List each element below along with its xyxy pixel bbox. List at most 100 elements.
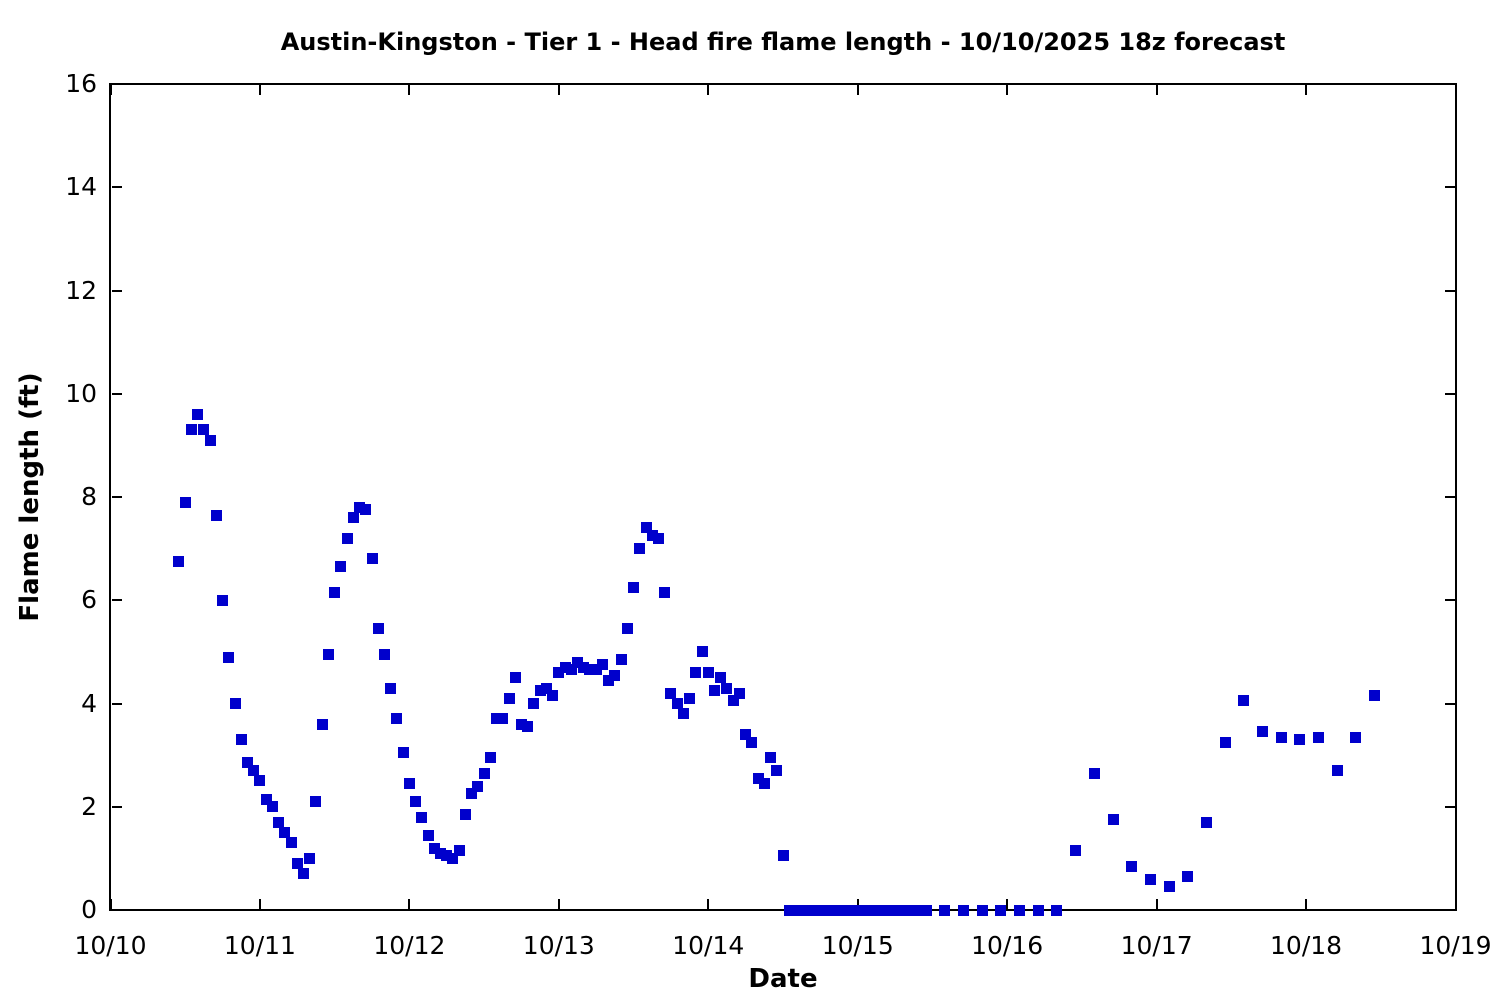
data-point — [1276, 732, 1287, 743]
data-point — [896, 905, 907, 916]
data-point — [784, 905, 795, 916]
data-point — [466, 788, 477, 799]
data-point — [572, 657, 583, 668]
x-tick-mark — [1006, 899, 1009, 909]
data-point — [628, 582, 639, 593]
data-point — [846, 905, 857, 916]
data-point — [778, 850, 789, 861]
y-tick-label: 6 — [81, 585, 97, 615]
y-tick-mark-right — [1444, 599, 1455, 602]
data-point — [1313, 732, 1324, 743]
plot-border-right — [1455, 83, 1457, 911]
y-tick-mark — [111, 83, 122, 85]
data-point — [1089, 768, 1100, 779]
data-point — [1257, 726, 1268, 737]
data-point — [641, 522, 652, 533]
y-tick-label: 0 — [81, 895, 97, 924]
data-point — [659, 587, 670, 598]
data-point — [958, 905, 969, 916]
data-point — [547, 690, 558, 701]
data-point — [771, 765, 782, 776]
data-point — [1182, 871, 1193, 882]
x-tick-mark — [1155, 899, 1158, 909]
data-point — [360, 504, 371, 515]
data-point — [447, 853, 458, 864]
data-point — [921, 905, 932, 916]
plot-border-left — [109, 83, 111, 911]
y-tick-mark-right — [1444, 496, 1455, 498]
data-point — [1164, 881, 1175, 892]
data-point — [995, 905, 1006, 916]
x-tick-mark-top — [707, 85, 710, 95]
data-point — [865, 905, 876, 916]
data-point — [541, 683, 552, 694]
data-point — [1145, 874, 1156, 885]
data-point — [753, 773, 764, 784]
data-point — [367, 553, 378, 564]
data-point — [286, 837, 297, 848]
data-point — [939, 905, 950, 916]
x-tick-label: 10/17 — [1120, 931, 1193, 960]
data-point — [173, 556, 184, 567]
data-point — [1070, 845, 1081, 856]
data-point — [616, 654, 627, 665]
data-point — [385, 683, 396, 694]
data-point — [721, 683, 732, 694]
data-point — [672, 698, 683, 709]
chart-title: Austin-Kingston - Tier 1 - Head fire fla… — [280, 28, 1286, 56]
data-point — [622, 623, 633, 634]
data-point — [609, 670, 620, 681]
data-point — [460, 809, 471, 820]
data-point — [497, 713, 508, 724]
x-tick-label: 10/18 — [1270, 931, 1343, 960]
data-point — [1350, 732, 1361, 743]
x-tick-mark-top — [408, 85, 411, 95]
y-tick-label: 16 — [65, 69, 97, 98]
data-point — [566, 664, 577, 675]
data-point — [267, 801, 278, 812]
data-point — [491, 713, 502, 724]
data-point — [653, 533, 664, 544]
data-point — [236, 734, 247, 745]
x-tick-mark — [1305, 899, 1308, 909]
x-tick-mark-top — [258, 85, 261, 95]
data-point — [734, 688, 745, 699]
data-point — [516, 719, 527, 730]
y-tick-mark — [111, 909, 122, 911]
data-point — [198, 424, 209, 435]
data-point — [435, 848, 446, 859]
data-point — [404, 778, 415, 789]
data-point — [180, 497, 191, 508]
data-point — [423, 830, 434, 841]
x-tick-mark — [1454, 899, 1457, 909]
x-tick-label: 10/13 — [522, 931, 595, 960]
data-point — [759, 778, 770, 789]
data-point — [877, 905, 888, 916]
data-point — [1220, 737, 1231, 748]
data-point — [342, 533, 353, 544]
data-point — [690, 667, 701, 678]
data-point — [398, 747, 409, 758]
data-point — [634, 543, 645, 554]
data-point — [298, 868, 309, 879]
y-tick-mark — [111, 599, 122, 602]
data-point — [890, 905, 901, 916]
data-point — [479, 768, 490, 779]
data-point — [329, 587, 340, 598]
data-point — [391, 713, 402, 724]
y-tick-label: 4 — [81, 688, 97, 718]
y-tick-mark-right — [1444, 909, 1455, 911]
data-point — [597, 659, 608, 670]
data-point — [647, 530, 658, 541]
data-point — [914, 905, 925, 916]
data-point — [248, 765, 259, 776]
data-point — [827, 905, 838, 916]
data-point — [317, 719, 328, 730]
data-point — [584, 664, 595, 675]
data-point — [410, 796, 421, 807]
x-tick-label: 10/14 — [672, 931, 745, 960]
data-point — [715, 672, 726, 683]
data-point — [472, 781, 483, 792]
y-tick-mark-right — [1444, 702, 1455, 705]
data-point — [796, 905, 807, 916]
